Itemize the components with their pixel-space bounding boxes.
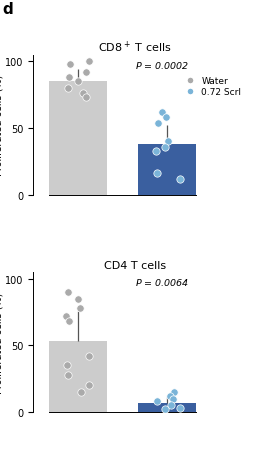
Point [168,392,172,400]
Point [154,148,158,155]
Legend: Water, 0.72 Scrl: Water, 0.72 Scrl [181,77,241,97]
Point [67,318,71,325]
Point [67,75,71,82]
Point [155,170,159,178]
Point [155,120,160,127]
Point [66,371,70,378]
Point [76,295,80,303]
Point [178,175,182,183]
Point [164,114,168,122]
Y-axis label: Proliferated cells (%): Proliferated cells (%) [0,292,3,393]
Title: CD8$^+$ T cells: CD8$^+$ T cells [98,39,172,55]
Bar [49,82,107,195]
Text: d: d [3,2,13,17]
Point [87,58,92,66]
Point [64,313,68,320]
Bar [139,403,196,412]
Point [87,352,91,360]
Point [81,90,85,98]
Bar [49,342,107,412]
Point [163,144,167,151]
Point [79,388,83,396]
Point [78,305,82,312]
Point [163,406,167,413]
Bar [139,145,196,195]
Point [166,138,170,146]
Point [155,398,159,405]
Point [172,388,177,396]
Point [65,362,69,369]
Point [159,109,164,117]
Point [66,288,70,296]
Y-axis label: Proliferated cells (%): Proliferated cells (%) [0,75,3,176]
Point [84,94,89,102]
Point [168,402,173,409]
Point [68,61,72,69]
Point [171,395,175,402]
Text: $P$ = 0.0064: $P$ = 0.0064 [135,276,190,288]
Point [87,382,91,389]
Point [66,85,70,93]
Title: CD4 T cells: CD4 T cells [104,260,166,270]
Point [84,69,88,76]
Text: $P$ = 0.0002: $P$ = 0.0002 [135,60,190,71]
Point [177,404,182,412]
Point [76,79,80,86]
